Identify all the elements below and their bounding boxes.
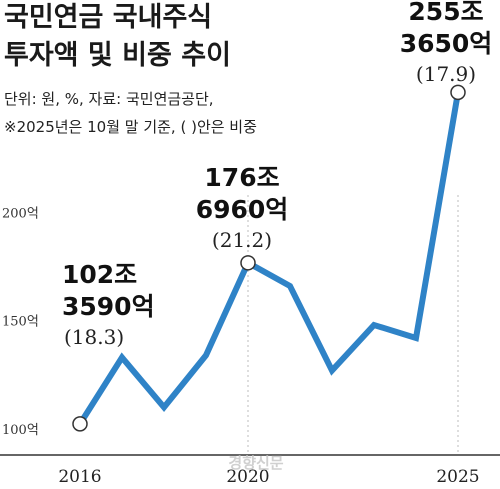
y-tick-label: 100억 [2, 423, 39, 438]
note-line-2: ※2025년은 10월 말 기준, ( )안은 비중 [4, 118, 257, 136]
data-point-marker-2020 [240, 255, 256, 271]
annotation-percent: (21.2) [212, 228, 272, 252]
title-line-2: 투자액 및 비중 추이 [4, 40, 231, 71]
watermark: 경향신문 [228, 454, 283, 472]
annotation-amount: 102조 [62, 260, 137, 289]
annotation-2025: 255조 3650억 (17.9) [400, 0, 493, 86]
y-tick-labels: 100억 150억 200억 [2, 206, 39, 438]
annotation-2016: 102조 3590억 (18.3) [62, 260, 155, 349]
annotation-amount: 3650억 [400, 29, 493, 58]
y-tick-label: 200억 [2, 206, 39, 221]
chart-notes: 단위: 원, %, 자료: 국민연금공단, ※2025년은 10월 말 기준, … [4, 90, 257, 136]
gridlines [247, 195, 459, 455]
x-tick-label: 2016 [58, 467, 101, 487]
annotation-amount: 176조 [204, 163, 279, 192]
series-line [77, 89, 461, 427]
y-tick-label: 150억 [2, 315, 39, 330]
x-tick-label: 2025 [436, 467, 479, 487]
annotation-amount: 255조 [408, 0, 483, 26]
data-point-marker-2016 [72, 416, 88, 432]
chart-title: 국민연금 국내주식 투자액 및 비중 추이 [4, 2, 231, 71]
annotation-amount: 3590억 [62, 292, 155, 321]
annotation-percent: (18.3) [64, 325, 124, 349]
data-annotations: 102조 3590억 (18.3) 176조 6960억 (21.2) 255조 3650억 (… [62, 0, 492, 349]
annotation-percent: (17.9) [416, 62, 476, 86]
title-line-1: 국민연금 국내주식 [4, 2, 212, 33]
note-line-1: 단위: 원, %, 자료: 국민연금공단, [4, 90, 214, 108]
x-tick-label: 2020 [226, 467, 269, 487]
annotation-2020: 176조 6960억 (21.2) [196, 163, 289, 252]
annotation-amount: 6960억 [196, 195, 289, 224]
data-point-marker-2025 [450, 84, 466, 101]
data-point-markers [72, 84, 466, 432]
x-tick-labels: 2016 2020 2025 [58, 467, 479, 487]
